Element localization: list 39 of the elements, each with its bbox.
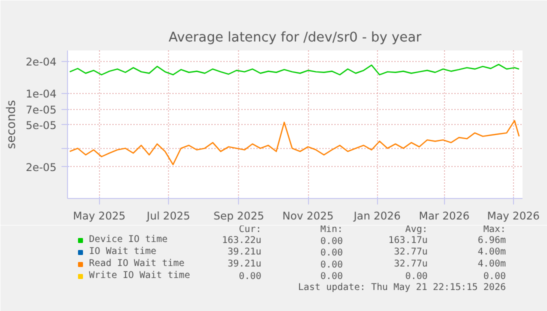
text: 0.00 <box>320 259 344 270</box>
text: 0.00 <box>238 271 262 282</box>
text: 39.21u <box>228 258 262 270</box>
y-axis-title: seconds <box>4 100 18 150</box>
text: Avg: <box>405 224 428 235</box>
legend-label: Read IO Wait time <box>89 258 184 269</box>
text: 0.00 <box>320 236 344 247</box>
text: 4.00m <box>478 246 506 258</box>
text: 4.00m <box>478 258 506 270</box>
x-tick-label: Nov 2025 <box>282 210 334 222</box>
y-tick-label: 2e-05 <box>26 160 57 174</box>
line-series <box>69 120 520 166</box>
x-tick-label: Mar 2026 <box>418 210 470 222</box>
text: 0.00 <box>483 271 506 282</box>
legend-label: IO Wait time <box>89 246 156 257</box>
y-tick-label: 5e-05 <box>26 118 57 132</box>
line-series <box>69 64 520 76</box>
text: 0.00 <box>320 271 344 282</box>
x-tick-label: Jul 2025 <box>146 210 190 222</box>
y-tick-label: 7e-05 <box>26 104 57 117</box>
text: 6.96m <box>478 235 506 246</box>
text: 163.17u <box>388 235 428 246</box>
text: 163.22u <box>222 235 262 246</box>
x-tick-label: Jan 2026 <box>352 210 401 222</box>
legend-label: Device IO time <box>89 234 168 245</box>
x-tick-label: May 2025 <box>73 210 126 222</box>
chart-title: Average latency for /dev/sr0 - by year <box>168 30 422 46</box>
text: Last update: Thu May 21 22:15:15 2026 <box>298 282 506 293</box>
text: 32.77u <box>394 258 428 270</box>
text: Max: <box>483 224 506 235</box>
text: 32.77u <box>394 246 428 258</box>
legend-label: Write IO Wait time <box>89 270 190 281</box>
text: 0.00 <box>405 271 428 282</box>
x-tick-label: Sep 2025 <box>214 210 264 222</box>
x-tick-label: May 2026 <box>487 210 540 222</box>
y-tick-label: 2e-04 <box>26 56 57 69</box>
text: 0.00 <box>320 248 344 259</box>
text: 39.21u <box>228 246 262 258</box>
y-tick-label: 1e-04 <box>26 87 57 100</box>
